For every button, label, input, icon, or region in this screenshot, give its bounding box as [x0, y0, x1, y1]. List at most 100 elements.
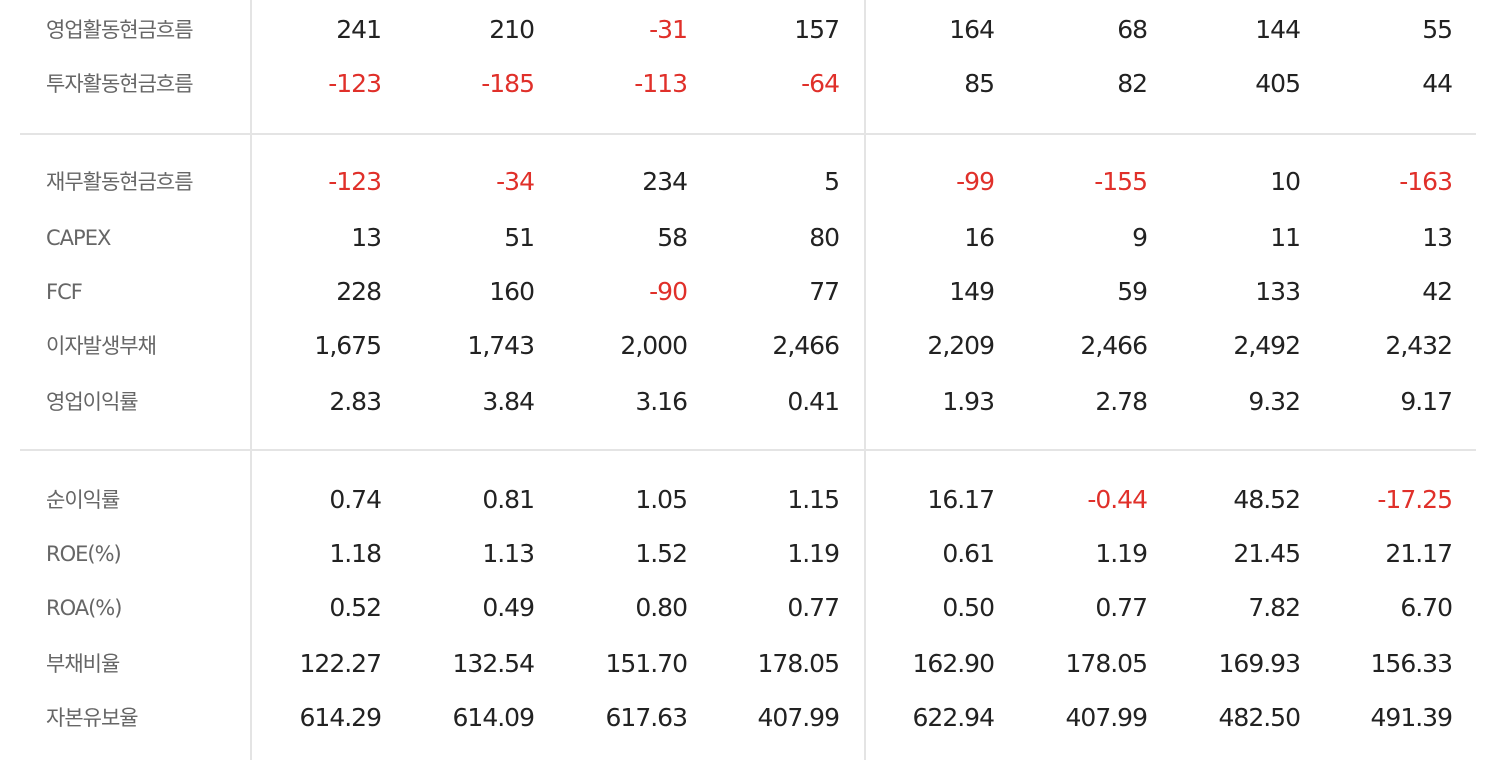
- table-cell: 13: [1422, 223, 1453, 252]
- table-cell: 1,675: [314, 331, 382, 360]
- table-cell: 9.32: [1248, 387, 1301, 416]
- table-cell: 1,743: [467, 331, 535, 360]
- table-cell: 622.94: [912, 703, 995, 732]
- table-cell: -123: [328, 167, 382, 196]
- table-cell: 9.17: [1400, 387, 1453, 416]
- table-cell: -113: [634, 69, 688, 98]
- table-cell: 85: [964, 69, 995, 98]
- table-cell: 2,492: [1233, 331, 1301, 360]
- table-cell: 482.50: [1218, 703, 1301, 732]
- table-cell: 178.05: [757, 649, 840, 678]
- table-cell: -34: [496, 167, 535, 196]
- table-cell: 10: [1270, 167, 1301, 196]
- table-row: 부채비율 122.27 132.54 151.70 178.05 162.90 178.05…: [0, 644, 1486, 684]
- row-label: CAPEX: [46, 226, 111, 250]
- table-cell: 0.50: [942, 593, 995, 622]
- table-cell: 149: [949, 277, 995, 306]
- table-cell: 234: [642, 167, 688, 196]
- table-cell: 164: [949, 15, 995, 44]
- table-cell: 228: [336, 277, 382, 306]
- table-cell: 2,000: [620, 331, 688, 360]
- label-column-divider: [250, 0, 252, 760]
- table-cell: 614.29: [299, 703, 382, 732]
- table-cell: 1.05: [635, 485, 688, 514]
- table-cell: -123: [328, 69, 382, 98]
- table-cell: 1.15: [787, 485, 840, 514]
- table-cell: 241: [336, 15, 382, 44]
- table-cell: 162.90: [912, 649, 995, 678]
- table-cell: 0.49: [482, 593, 535, 622]
- table-cell: 16.17: [927, 485, 995, 514]
- row-label: 이자발생부채: [46, 334, 157, 358]
- row-label: FCF: [46, 280, 83, 304]
- table-cell: 491.39: [1370, 703, 1453, 732]
- table-cell: 151.70: [605, 649, 688, 678]
- row-label: 순이익률: [46, 488, 120, 512]
- row-label: 부채비율: [46, 652, 120, 676]
- section-divider: [20, 449, 1476, 451]
- table-cell: 16: [964, 223, 995, 252]
- table-cell: 0.80: [635, 593, 688, 622]
- table-row: 영업활동현금흐름 241 210 -31 157 164 68 144 55: [0, 10, 1486, 50]
- table-cell: 2,466: [772, 331, 840, 360]
- table-cell: 1.52: [635, 539, 688, 568]
- period-group-divider: [864, 0, 866, 760]
- table-cell: 3.16: [635, 387, 688, 416]
- row-label: 영업활동현금흐름: [46, 18, 194, 42]
- table-cell: 169.93: [1218, 649, 1301, 678]
- table-cell: 144: [1255, 15, 1301, 44]
- table-cell: -185: [481, 69, 535, 98]
- table-cell: 0.77: [1095, 593, 1148, 622]
- table-cell: 1.93: [942, 387, 995, 416]
- table-cell: 5: [824, 167, 840, 196]
- table-cell: 1.19: [787, 539, 840, 568]
- table-cell: 0.52: [329, 593, 382, 622]
- table-cell: 77: [809, 277, 840, 306]
- table-cell: 156.33: [1370, 649, 1453, 678]
- table-cell: -155: [1094, 167, 1148, 196]
- row-label: 재무활동현금흐름: [46, 170, 194, 194]
- table-cell: 0.41: [787, 387, 840, 416]
- table-cell: 21.17: [1385, 539, 1453, 568]
- table-cell: 1.18: [329, 539, 382, 568]
- table-cell: -0.44: [1087, 485, 1148, 514]
- table-cell: 0.81: [482, 485, 535, 514]
- table-cell: 82: [1117, 69, 1148, 98]
- table-row: 투자활동현금흐름 -123 -185 -113 -64 85 82 405 44: [0, 64, 1486, 104]
- table-row: CAPEX 13 51 58 80 16 9 11 13: [0, 218, 1486, 258]
- table-cell: 0.61: [942, 539, 995, 568]
- table-cell: 2,466: [1080, 331, 1148, 360]
- table-cell: 9: [1132, 223, 1148, 252]
- table-cell: 51: [504, 223, 535, 252]
- table-cell: 13: [351, 223, 382, 252]
- table-cell: 6.70: [1400, 593, 1453, 622]
- table-row: 영업이익률 2.83 3.84 3.16 0.41 1.93 2.78 9.32 9.17: [0, 382, 1486, 422]
- table-cell: -64: [801, 69, 840, 98]
- table-cell: 7.82: [1248, 593, 1301, 622]
- section-divider: [20, 133, 1476, 135]
- table-row: FCF 228 160 -90 77 149 59 133 42: [0, 272, 1486, 312]
- table-cell: -17.25: [1377, 485, 1453, 514]
- table-cell: 2,209: [927, 331, 995, 360]
- table-row: ROA(%) 0.52 0.49 0.80 0.77 0.50 0.77 7.82 6.70: [0, 588, 1486, 628]
- row-label: ROE(%): [46, 542, 122, 566]
- table-cell: 2.83: [329, 387, 382, 416]
- table-cell: 210: [489, 15, 535, 44]
- table-cell: 132.54: [452, 649, 535, 678]
- table-cell: 407.99: [1065, 703, 1148, 732]
- table-cell: 59: [1117, 277, 1148, 306]
- table-row: ROE(%) 1.18 1.13 1.52 1.19 0.61 1.19 21.45 21.17: [0, 534, 1486, 574]
- table-cell: 1.19: [1095, 539, 1148, 568]
- table-cell: -163: [1399, 167, 1453, 196]
- table-row: 재무활동현금흐름 -123 -34 234 5 -99 -155 10 -163: [0, 162, 1486, 202]
- table-cell: 68: [1117, 15, 1148, 44]
- table-cell: 133: [1255, 277, 1301, 306]
- table-cell: 178.05: [1065, 649, 1148, 678]
- table-cell: 21.45: [1233, 539, 1301, 568]
- table-cell: 44: [1422, 69, 1453, 98]
- row-label: 영업이익률: [46, 390, 139, 414]
- table-cell: 58: [657, 223, 688, 252]
- table-cell: 157: [794, 15, 840, 44]
- row-label: 투자활동현금흐름: [46, 72, 194, 96]
- table-cell: 80: [809, 223, 840, 252]
